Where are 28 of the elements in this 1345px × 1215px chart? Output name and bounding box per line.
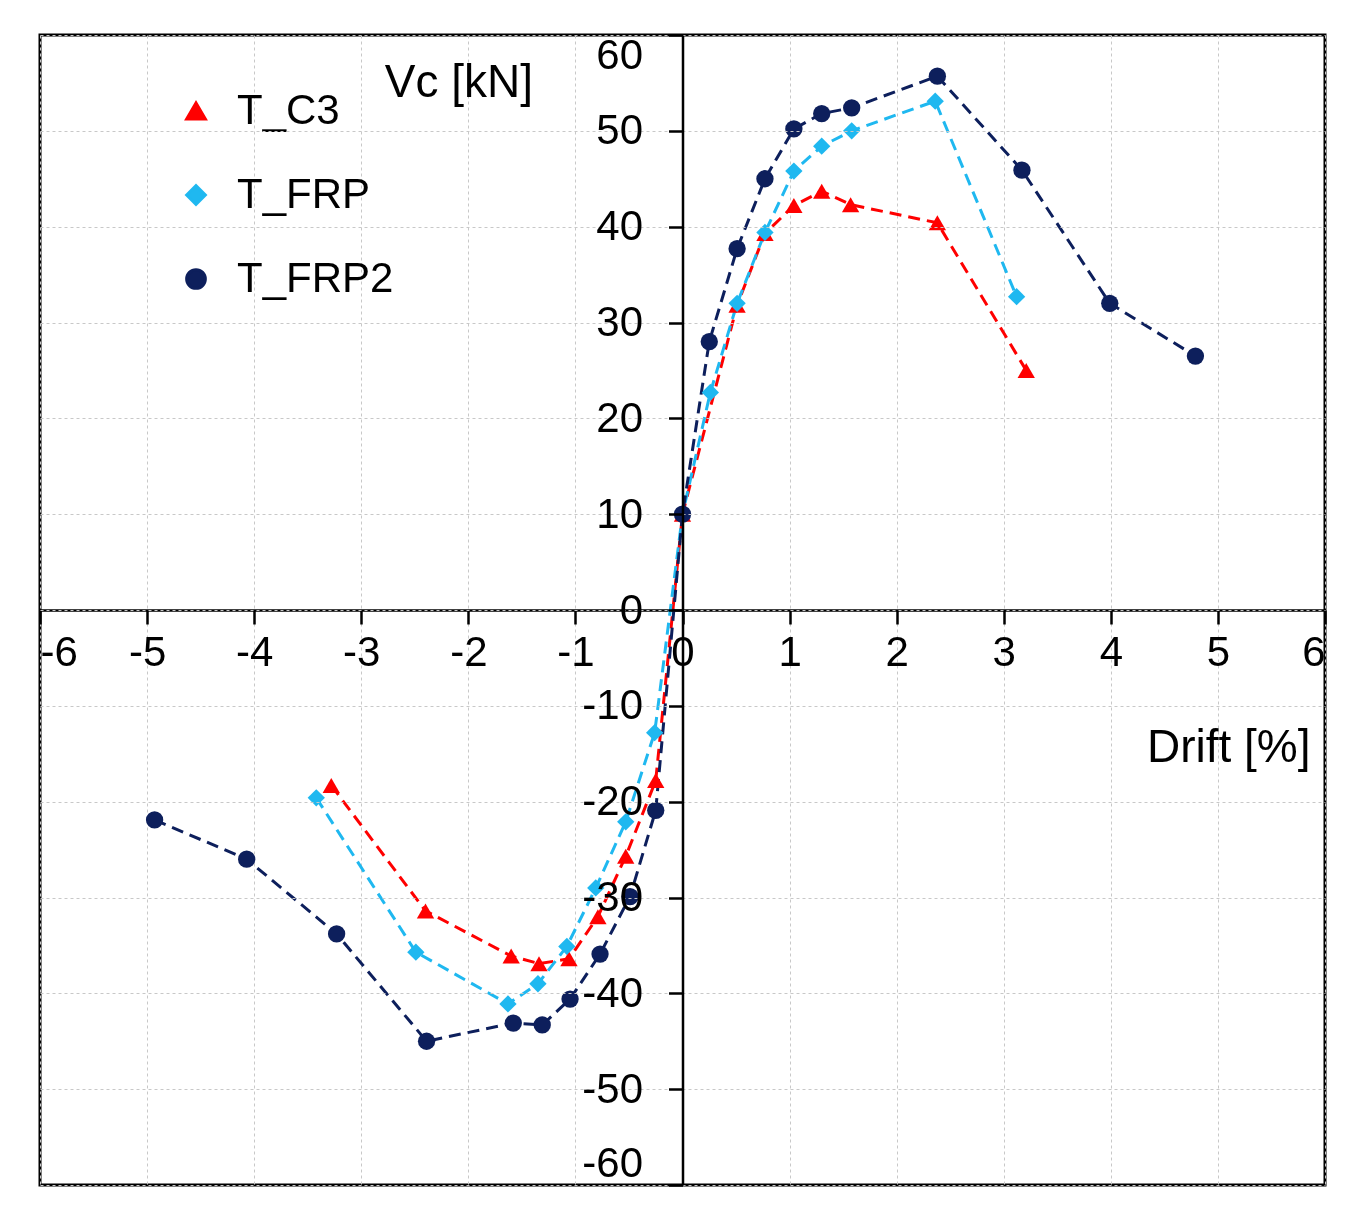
legend-label: T_FRP2 <box>237 254 394 301</box>
x-tick-label: 3 <box>992 627 1016 675</box>
y-axis-title: Vc [kN] <box>384 54 533 107</box>
legend-label: T_FRP <box>237 170 371 217</box>
x-tick-label: -1 <box>557 627 595 675</box>
y-tick-label: 60 <box>596 30 643 78</box>
x-tick-label: -5 <box>128 627 167 675</box>
x-tick-label: -4 <box>235 627 274 675</box>
y-tick-label: 50 <box>596 106 643 154</box>
y-tick-label: -50 <box>582 1064 643 1112</box>
y-tick-label: 40 <box>596 202 643 250</box>
y-tick-label: 10 <box>596 489 643 537</box>
x-tick-label: 4 <box>1099 627 1124 675</box>
x-tick-label: 2 <box>885 627 909 675</box>
x-tick-label: 1 <box>778 627 802 675</box>
x-tick-label: -3 <box>343 627 381 675</box>
x-tick-label: 6 <box>1302 627 1326 675</box>
y-tick-label: -60 <box>582 1138 643 1186</box>
x-tick-label: -2 <box>450 627 488 675</box>
x-axis-title: Drift [%] <box>1146 719 1311 772</box>
y-tick-label: 30 <box>596 298 643 345</box>
y-tick-label: -40 <box>582 968 643 1016</box>
x-tick-label: 5 <box>1206 627 1231 675</box>
y-tick-label: -10 <box>582 681 643 729</box>
legend-label: T_C3 <box>237 86 340 133</box>
y-tick-label: 20 <box>596 393 643 441</box>
x-tick-label: -6 <box>40 627 78 675</box>
y-tick-label: -20 <box>582 777 643 825</box>
